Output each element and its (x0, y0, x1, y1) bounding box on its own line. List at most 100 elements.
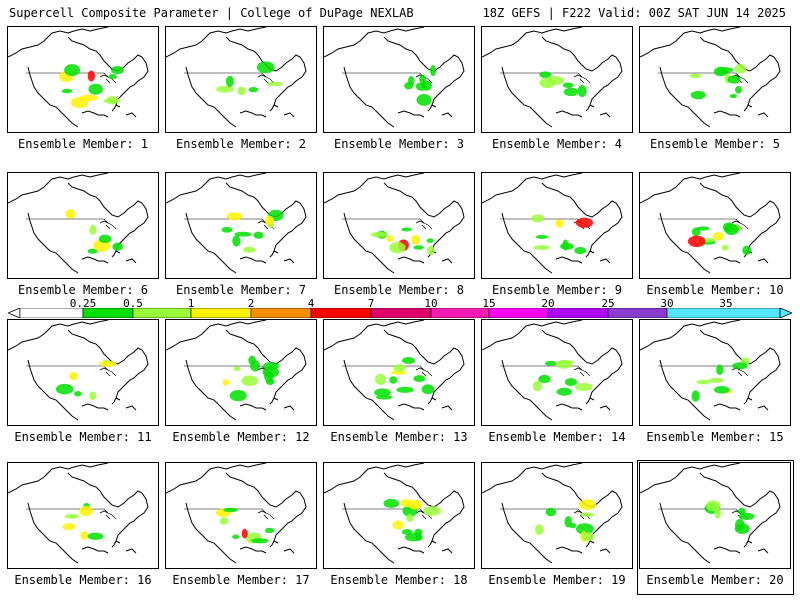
field-shading (732, 362, 748, 370)
great-lakes (257, 510, 269, 520)
map-svg (324, 173, 465, 274)
colorbar-swatch (488, 308, 549, 318)
field-shading (98, 234, 112, 244)
ensemble-panel[interactable]: Ensemble Member: 12 (165, 319, 317, 467)
map-svg (166, 173, 307, 274)
panel-label: Ensemble Member: 11 (14, 430, 152, 444)
map-thumbnail[interactable] (7, 172, 159, 279)
field-shading (241, 528, 248, 539)
field-shading (221, 226, 233, 233)
map-thumbnail[interactable] (639, 172, 791, 279)
us-canada-border (658, 72, 749, 84)
field-shading (89, 391, 97, 401)
field-shading (62, 523, 76, 531)
field-shading (421, 384, 435, 395)
map-thumbnail[interactable] (481, 172, 633, 279)
ensemble-panel[interactable]: Ensemble Member: 15 (639, 319, 791, 467)
field-shading (61, 88, 73, 94)
ensemble-panel-selected[interactable]: Ensemble Member: 20 (637, 460, 794, 610)
colorbar-swatch (250, 308, 312, 318)
map-thumbnail[interactable] (323, 462, 475, 569)
field-shading (401, 357, 416, 365)
field-shading (532, 380, 543, 392)
panel-label: Ensemble Member: 19 (488, 573, 626, 587)
field-shading (69, 371, 78, 381)
colorbar-tick-label: 7 (367, 297, 375, 310)
field-shading (386, 235, 394, 243)
map-thumbnail[interactable] (165, 319, 317, 426)
field-shading (233, 366, 241, 372)
ensemble-panel[interactable]: Ensemble Member: 10 (639, 172, 791, 320)
map-thumbnail[interactable] (165, 462, 317, 569)
field-shading (738, 512, 755, 521)
ensemble-panel[interactable]: Ensemble Member: 13 (323, 319, 475, 467)
field-shading (413, 375, 426, 382)
ensemble-panel[interactable]: Ensemble Member: 11 (7, 319, 159, 467)
ensemble-panel[interactable]: Ensemble Member: 5 (639, 26, 791, 174)
colorbar-tick-label: 10 (424, 297, 438, 310)
colorbar-arrow-left (8, 308, 21, 318)
ensemble-panel[interactable]: Ensemble Member: 7 (165, 172, 317, 320)
ensemble-panel[interactable]: Ensemble Member: 19 (481, 462, 633, 610)
map-thumbnail[interactable] (481, 319, 633, 426)
map-thumbnail[interactable] (165, 172, 317, 279)
field-shading (248, 86, 259, 93)
field-shading (415, 532, 422, 541)
panel-label: Ensemble Member: 17 (172, 573, 310, 587)
field-shading (70, 97, 89, 109)
field-shading (713, 385, 730, 394)
colorbar-bar (8, 308, 792, 318)
ensemble-panel[interactable]: Ensemble Member: 2 (165, 26, 317, 174)
field-shading (401, 227, 413, 232)
field-shading (251, 538, 269, 544)
field-shading (374, 388, 391, 397)
map-thumbnail[interactable] (481, 462, 633, 569)
map-svg (482, 320, 623, 421)
ensemble-panel[interactable]: Ensemble Member: 18 (323, 462, 475, 610)
panel-label: Ensemble Member: 20 (646, 573, 784, 587)
us-canada-border (184, 365, 275, 377)
map-thumbnail[interactable] (323, 26, 475, 133)
map-thumbnail[interactable] (7, 26, 159, 133)
map-thumbnail[interactable] (7, 319, 159, 426)
great-lakes (573, 74, 585, 84)
ensemble-panel[interactable]: Ensemble Member: 16 (7, 462, 159, 610)
map-svg (8, 27, 149, 128)
ensemble-panel[interactable]: Ensemble Member: 6 (7, 172, 159, 320)
field-shading (562, 82, 574, 88)
map-thumbnail[interactable] (481, 26, 633, 133)
field-shading (691, 227, 701, 237)
ensemble-panel[interactable]: Ensemble Member: 4 (481, 26, 633, 174)
field-shading (110, 66, 124, 75)
map-thumbnail[interactable] (323, 319, 475, 426)
field-shading (234, 231, 252, 237)
map-thumbnail[interactable] (165, 26, 317, 133)
us-canada-border (658, 508, 749, 520)
map-thumbnail[interactable] (639, 319, 791, 426)
ensemble-panel[interactable]: Ensemble Member: 14 (481, 319, 633, 467)
field-shading (401, 529, 413, 535)
field-shading (392, 520, 404, 530)
panel-label: Ensemble Member: 3 (333, 137, 465, 151)
us-canada-border (658, 365, 749, 377)
map-svg (324, 320, 465, 421)
great-lakes (573, 510, 585, 520)
panel-label: Ensemble Member: 14 (488, 430, 626, 444)
field-shading (108, 73, 117, 80)
map-thumbnail[interactable] (639, 26, 791, 133)
map-thumbnail[interactable] (323, 172, 475, 279)
ensemble-panel[interactable]: Ensemble Member: 9 (481, 172, 633, 320)
field-shading (691, 390, 700, 402)
ensemble-panel[interactable]: Ensemble Member: 17 (165, 462, 317, 610)
map-svg (482, 173, 623, 274)
map-thumbnail[interactable] (639, 462, 791, 569)
colorbar-swatch (607, 308, 668, 318)
field-shading (539, 71, 552, 79)
map-thumbnail[interactable] (7, 462, 159, 569)
field-shading (575, 523, 594, 535)
ensemble-panel[interactable]: Ensemble Member: 3 (323, 26, 475, 174)
panel-label: Ensemble Member: 9 (491, 283, 623, 297)
ensemble-panel[interactable]: Ensemble Member: 1 (7, 26, 159, 174)
us-canada-border (658, 218, 749, 230)
ensemble-panel[interactable]: Ensemble Member: 8 (323, 172, 475, 320)
